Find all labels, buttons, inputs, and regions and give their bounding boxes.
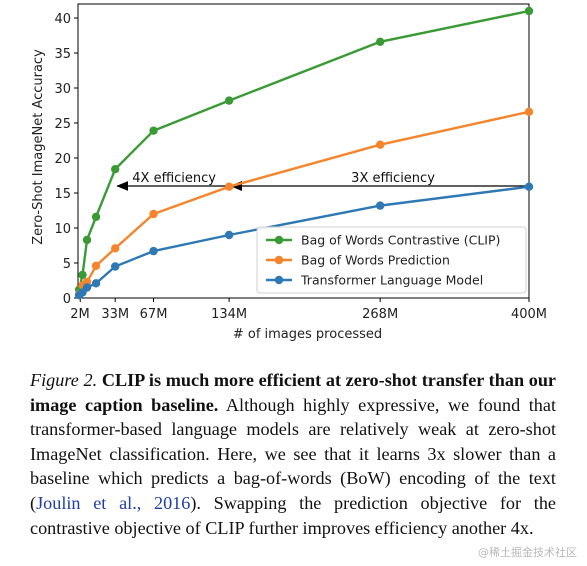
y-tick-label: 10: [54, 222, 71, 237]
y-tick-label: 25: [54, 117, 71, 132]
y-tick-label: 30: [54, 82, 71, 97]
data-point: [375, 140, 385, 149]
data-point: [91, 261, 101, 270]
caption-body-1: Although highly expressive, we found tha…: [30, 394, 556, 513]
watermark: @稀土掘金技术社区: [478, 546, 577, 559]
plot-frame: [77, 3, 530, 299]
figure-caption: Figure 2. CLIP is much more efficient at…: [30, 368, 556, 540]
caption-bold-title: CLIP is much more efficient at zero-shot…: [30, 370, 557, 415]
efficiency-label: 3X efficiency: [351, 171, 435, 186]
data-point: [111, 165, 120, 174]
data-point: [149, 126, 158, 135]
data-point: [111, 244, 120, 253]
data-point: [224, 182, 234, 191]
data-point: [82, 283, 92, 292]
data-point: [78, 270, 87, 280]
legend-swatch-marker: [274, 235, 284, 245]
data-point: [149, 246, 158, 256]
chart: 0 5 10 15 20 25 30 35 40 2M 33M 67M 134M 268M 400M # of…: [31, 3, 547, 342]
data-point: [524, 107, 534, 117]
data-point: [111, 262, 120, 271]
y-tick-label: 15: [54, 187, 71, 202]
y-tick-label: 0: [63, 292, 71, 307]
data-point: [524, 6, 534, 16]
plot-area: 0 5 10 15 20 25 30 35 40 2M 33M 67M 134M 268M 400M # of…: [31, 3, 547, 342]
y-axis-label: Zero-Shot ImageNet Accuracy: [31, 49, 46, 245]
x-tick-label: 67M: [140, 307, 168, 322]
efficiency-label: 4X efficiency: [132, 171, 216, 186]
y-tick-label: 20: [54, 152, 71, 167]
data-point: [375, 37, 385, 46]
data-point: [91, 279, 101, 288]
x-axis-label: # of images processed: [233, 327, 382, 342]
data-point: [91, 212, 101, 221]
legend-swatch-marker: [274, 255, 284, 265]
legend-label: Transformer Language Model: [300, 273, 483, 288]
x-tick-label: 268M: [362, 307, 398, 322]
legend-label: Bag of Words Prediction: [301, 253, 450, 268]
data-point: [524, 182, 534, 191]
legend-label: Bag of Words Contrastive (CLIP): [301, 233, 500, 248]
y-tick-label: 40: [54, 12, 71, 27]
x-tick-label: 2M: [70, 307, 90, 322]
data-point: [375, 201, 385, 210]
x-tick-label: 400M: [511, 307, 547, 322]
y-tick-label: 5: [63, 257, 71, 272]
figure-label: Figure 2.: [30, 370, 98, 390]
y-tick-label: 35: [54, 47, 71, 62]
data-point: [224, 96, 234, 105]
citation-link[interactable]: Joulin et al., 2016: [36, 492, 191, 513]
caption-body-2: ). Swapping the prediction objective for…: [30, 492, 556, 538]
x-tick-label: 33M: [101, 307, 129, 322]
legend-box: [256, 226, 527, 294]
data-point: [149, 209, 158, 219]
x-tick-label: 134M: [211, 307, 247, 322]
legend-swatch-marker: [274, 275, 284, 285]
data-point: [224, 230, 234, 240]
data-point: [82, 235, 92, 245]
